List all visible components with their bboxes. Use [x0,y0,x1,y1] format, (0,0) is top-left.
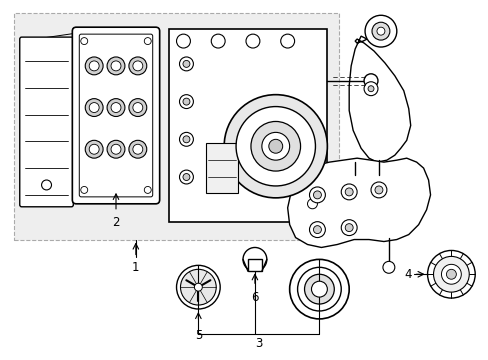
Bar [14,13,339,239]
Circle shape [129,99,146,117]
Text: 4: 4 [404,268,411,281]
Circle shape [297,267,341,311]
Circle shape [111,144,121,154]
Circle shape [81,186,87,193]
Text: 3: 3 [255,337,262,350]
Circle shape [180,269,216,305]
Circle shape [268,139,282,153]
Circle shape [133,61,142,71]
Text: 5: 5 [194,329,202,342]
Circle shape [345,224,352,231]
Circle shape [245,34,259,48]
Circle shape [313,226,321,234]
Circle shape [289,260,348,319]
Circle shape [183,60,189,67]
Circle shape [85,140,103,158]
Circle shape [307,199,317,209]
Circle shape [224,95,326,198]
Circle shape [176,265,220,309]
Circle shape [313,191,321,199]
Circle shape [441,264,460,284]
FancyBboxPatch shape [79,34,152,197]
Circle shape [446,269,455,279]
Text: 2: 2 [112,216,120,229]
Circle shape [304,274,334,304]
Circle shape [382,261,394,273]
Circle shape [433,256,468,292]
Circle shape [370,182,386,198]
Circle shape [250,121,300,171]
Circle shape [371,22,389,40]
Circle shape [309,187,325,203]
Circle shape [376,27,384,35]
Circle shape [194,283,202,291]
Circle shape [374,186,382,194]
Bar [247,260,262,271]
Circle shape [129,140,146,158]
Circle shape [364,74,377,88]
Circle shape [183,136,189,143]
Bar [168,29,326,222]
Circle shape [341,184,356,200]
Circle shape [309,222,325,238]
Circle shape [364,82,377,96]
Circle shape [111,61,121,71]
FancyBboxPatch shape [72,27,160,204]
Circle shape [89,61,99,71]
Circle shape [41,180,51,190]
Circle shape [133,144,142,154]
Circle shape [179,57,193,71]
Circle shape [107,99,124,117]
Circle shape [280,34,294,48]
Circle shape [367,86,373,92]
Circle shape [176,34,190,48]
Polygon shape [348,36,410,162]
Circle shape [179,132,193,146]
Text: 1: 1 [132,261,139,274]
Circle shape [107,140,124,158]
Circle shape [133,103,142,113]
FancyBboxPatch shape [20,37,73,207]
Polygon shape [287,158,429,247]
Circle shape [211,34,224,48]
Text: 6: 6 [251,291,258,304]
Circle shape [111,103,121,113]
Circle shape [85,99,103,117]
Circle shape [144,37,151,45]
Circle shape [345,188,352,196]
Circle shape [89,103,99,113]
Circle shape [107,57,124,75]
Circle shape [243,247,266,271]
Circle shape [427,251,474,298]
Circle shape [341,220,356,235]
Circle shape [144,186,151,193]
Circle shape [183,98,189,105]
Circle shape [179,95,193,109]
Bar [206,143,238,193]
Circle shape [179,170,193,184]
Circle shape [89,144,99,154]
Circle shape [236,107,315,186]
Circle shape [129,57,146,75]
Circle shape [262,132,289,160]
Circle shape [183,174,189,180]
Circle shape [311,281,326,297]
Circle shape [85,57,103,75]
Circle shape [365,15,396,47]
Circle shape [81,37,87,45]
